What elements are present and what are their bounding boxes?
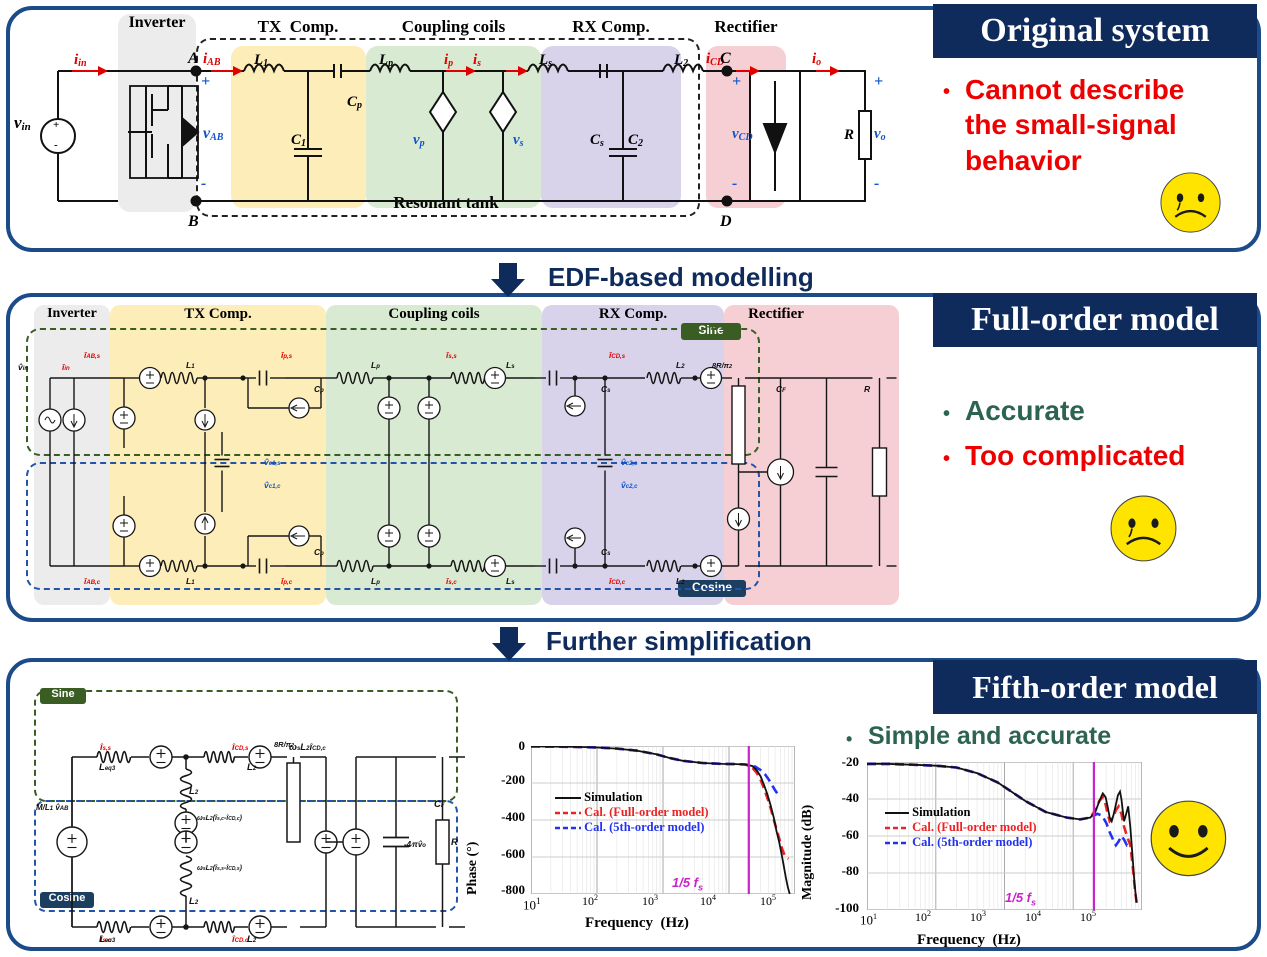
svg-text:-4⁄πv̂o: -4⁄πv̂o [404, 840, 426, 849]
svg-text:io: io [812, 51, 821, 68]
svg-text:C1: C1 [291, 132, 306, 149]
svg-text:îCD,s: îCD,s [609, 350, 626, 360]
svg-text:M/L1 v̂AB: M/L1 v̂AB [36, 803, 69, 812]
svg-text:8R/π2: 8R/π2 [712, 361, 732, 370]
svg-text:L1: L1 [186, 576, 195, 586]
svg-text:is: is [473, 52, 481, 69]
svg-text:Cp: Cp [314, 384, 324, 394]
svg-text:ip: ip [444, 52, 453, 69]
svg-text:Lp: Lp [371, 360, 380, 370]
svg-text:C: C [720, 50, 731, 67]
svg-text:îCD,c: îCD,c [609, 576, 626, 586]
svg-text:+: + [732, 73, 741, 90]
svg-text:vs: vs [513, 132, 524, 149]
svg-text:Ls: Ls [506, 360, 515, 370]
svg-text:ωsL2(îs,c-îCD,c): ωsL2(îs,c-îCD,c) [197, 815, 243, 822]
svg-text:ωsL2îCD,c: ωsL2îCD,c [289, 742, 326, 753]
svg-text:vin: vin [14, 113, 31, 133]
svg-text:Leq3: Leq3 [99, 934, 116, 942]
svg-text:CF: CF [776, 384, 786, 394]
svg-text:L2: L2 [673, 52, 688, 69]
svg-text:îAB,c: îAB,c [84, 576, 101, 586]
svg-text:R: R [864, 384, 871, 394]
svg-text:îs,s: îs,s [446, 350, 457, 360]
svg-text:v̂in: v̂in [18, 362, 28, 372]
svg-text:Cs: Cs [601, 547, 611, 557]
svg-text:R: R [843, 127, 854, 143]
svg-text:Cp: Cp [347, 94, 362, 111]
svg-text:L1: L1 [186, 360, 195, 370]
svg-text:-: - [54, 139, 58, 151]
svg-text:iin: iin [74, 52, 87, 69]
svg-text:L2: L2 [676, 576, 685, 586]
svg-text:îp,s: îp,s [281, 350, 293, 360]
svg-text:D: D [719, 213, 732, 230]
svg-text:L2: L2 [189, 896, 199, 907]
svg-text:v̂c2,c: v̂c2,c [621, 480, 638, 490]
svg-text:îs,s: îs,s [100, 742, 112, 753]
svg-text:v̂c1,s: v̂c1,s [264, 457, 281, 467]
svg-text:A: A [187, 50, 199, 67]
svg-text:Lp: Lp [371, 576, 380, 586]
svg-text:v̂c1,c: v̂c1,c [264, 480, 281, 490]
svg-text:L1: L1 [253, 52, 268, 69]
svg-text:vp: vp [413, 132, 425, 149]
svg-text:iAB: iAB [203, 51, 221, 68]
svg-text:Leq3: Leq3 [99, 762, 116, 773]
svg-text:-: - [201, 175, 206, 192]
svg-text:îAB,s: îAB,s [84, 350, 101, 360]
svg-text:C2: C2 [628, 132, 643, 149]
svg-text:+: + [53, 119, 59, 131]
svg-text:îCD,s: îCD,s [232, 742, 249, 753]
svg-text:-: - [874, 175, 879, 192]
svg-text:+: + [201, 73, 210, 90]
svg-text:îin: îin [62, 362, 70, 372]
svg-text:R: R [451, 837, 458, 848]
svg-text:Cs: Cs [601, 384, 611, 394]
svg-text:v̂c2,s: v̂c2,s [621, 457, 638, 467]
svg-text:Ls: Ls [538, 52, 552, 69]
svg-text:îp,c: îp,c [281, 576, 293, 586]
svg-text:Ls: Ls [506, 576, 515, 586]
svg-text:+: + [874, 73, 883, 90]
svg-text:L2: L2 [676, 360, 685, 370]
svg-text:B: B [187, 213, 199, 230]
svg-text:Lp: Lp [378, 52, 393, 69]
svg-text:vo: vo [874, 126, 886, 143]
svg-text:-: - [732, 175, 737, 192]
svg-text:îs,c: îs,c [446, 576, 457, 586]
svg-text:Cp: Cp [314, 547, 324, 557]
svg-text:vAB: vAB [203, 125, 224, 143]
svg-text:L2: L2 [189, 786, 199, 797]
svg-text:ωsL2(îs,s-îCD,s): ωsL2(îs,s-îCD,s) [197, 865, 243, 872]
svg-text:Cs: Cs [590, 132, 604, 149]
